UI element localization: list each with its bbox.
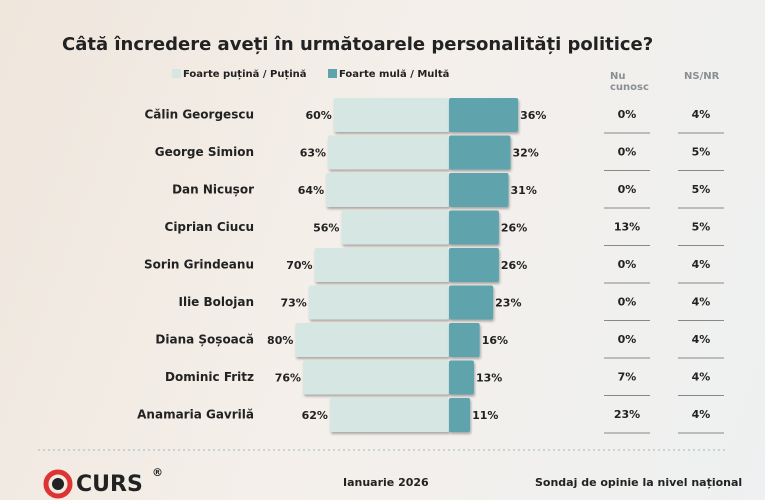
value-label: 31% [511,184,537,197]
value-label: 73% [280,297,306,310]
column-value: 13% [614,221,640,234]
column-value: 4% [692,333,711,346]
column-value: 0% [618,183,637,196]
column-value: 23% [614,408,640,421]
legend-swatch [172,69,181,78]
value-label: 63% [300,147,326,160]
bar [314,248,449,282]
legend-label: Foarte mulă / Multă [339,69,449,80]
bar [449,248,499,282]
category-label: Ciprian Ciucu [165,220,254,234]
value-label: 62% [302,409,328,422]
value-label: 26% [501,259,527,272]
value-label: 13% [476,372,502,385]
value-label: 60% [305,109,331,122]
category-label: Anamaria Gavrilă [137,408,254,422]
category-label: Diana Șoșoacă [155,333,254,347]
bar [449,360,474,395]
bar [308,285,449,320]
chart-title: Câtă încredere aveți în următoarele pers… [62,34,653,55]
footer-note: Sondaj de opinie la nivel național [535,476,742,489]
category-label: Dan Nicușor [172,183,254,197]
logo: CURS [76,472,143,497]
column-value: 4% [692,296,711,309]
column-value: 5% [692,183,711,196]
column-value: 4% [692,408,711,421]
value-label: 64% [298,184,324,197]
logo-icon [43,469,73,499]
bar [333,98,449,132]
bar [449,398,471,432]
value-label: 26% [501,222,527,235]
value-label: 36% [520,109,546,122]
value-label: 80% [267,334,293,347]
bar [449,173,509,207]
bar [295,323,449,357]
value-label: 32% [512,147,538,160]
logo-icon-inner [52,478,64,490]
bar [449,285,494,320]
column-value: 0% [618,258,637,271]
column-value: 0% [618,146,637,159]
value-label: 23% [495,297,521,310]
value-label: 76% [275,372,301,385]
value-label: 70% [286,259,312,272]
bar [328,135,449,170]
bar [303,360,449,395]
column-value: 5% [692,221,711,234]
column-value: 4% [692,108,711,121]
column-value: 0% [618,296,637,309]
value-label: 16% [482,334,508,347]
column-value: 7% [618,371,637,384]
logo-mark: ® [152,466,163,479]
footer-date: Ianuarie 2026 [343,476,429,489]
column-value: 5% [692,146,711,159]
category-label: Sorin Grindeanu [144,258,254,272]
column-header: NS/NR [684,71,720,82]
bar [341,210,449,245]
bar [449,135,511,170]
category-label: Călin Georgescu [144,108,254,122]
category-label: Ilie Bolojan [178,295,254,309]
legend-swatch [328,69,337,78]
column-value: 0% [618,333,637,346]
value-label: 56% [313,222,339,235]
column-value: 4% [692,258,711,271]
column-value: 0% [618,108,637,121]
category-label: Dominic Fritz [165,370,254,384]
legend-label: Foarte puțină / Puțină [183,69,307,80]
bar [449,98,519,132]
bar [326,173,449,207]
column-header: Nu cunosc [610,71,649,93]
category-label: George Simion [155,145,254,159]
bar [329,398,449,432]
column-value: 4% [692,371,711,384]
value-label: 11% [472,409,498,422]
bar [449,210,499,245]
bar [449,323,480,357]
